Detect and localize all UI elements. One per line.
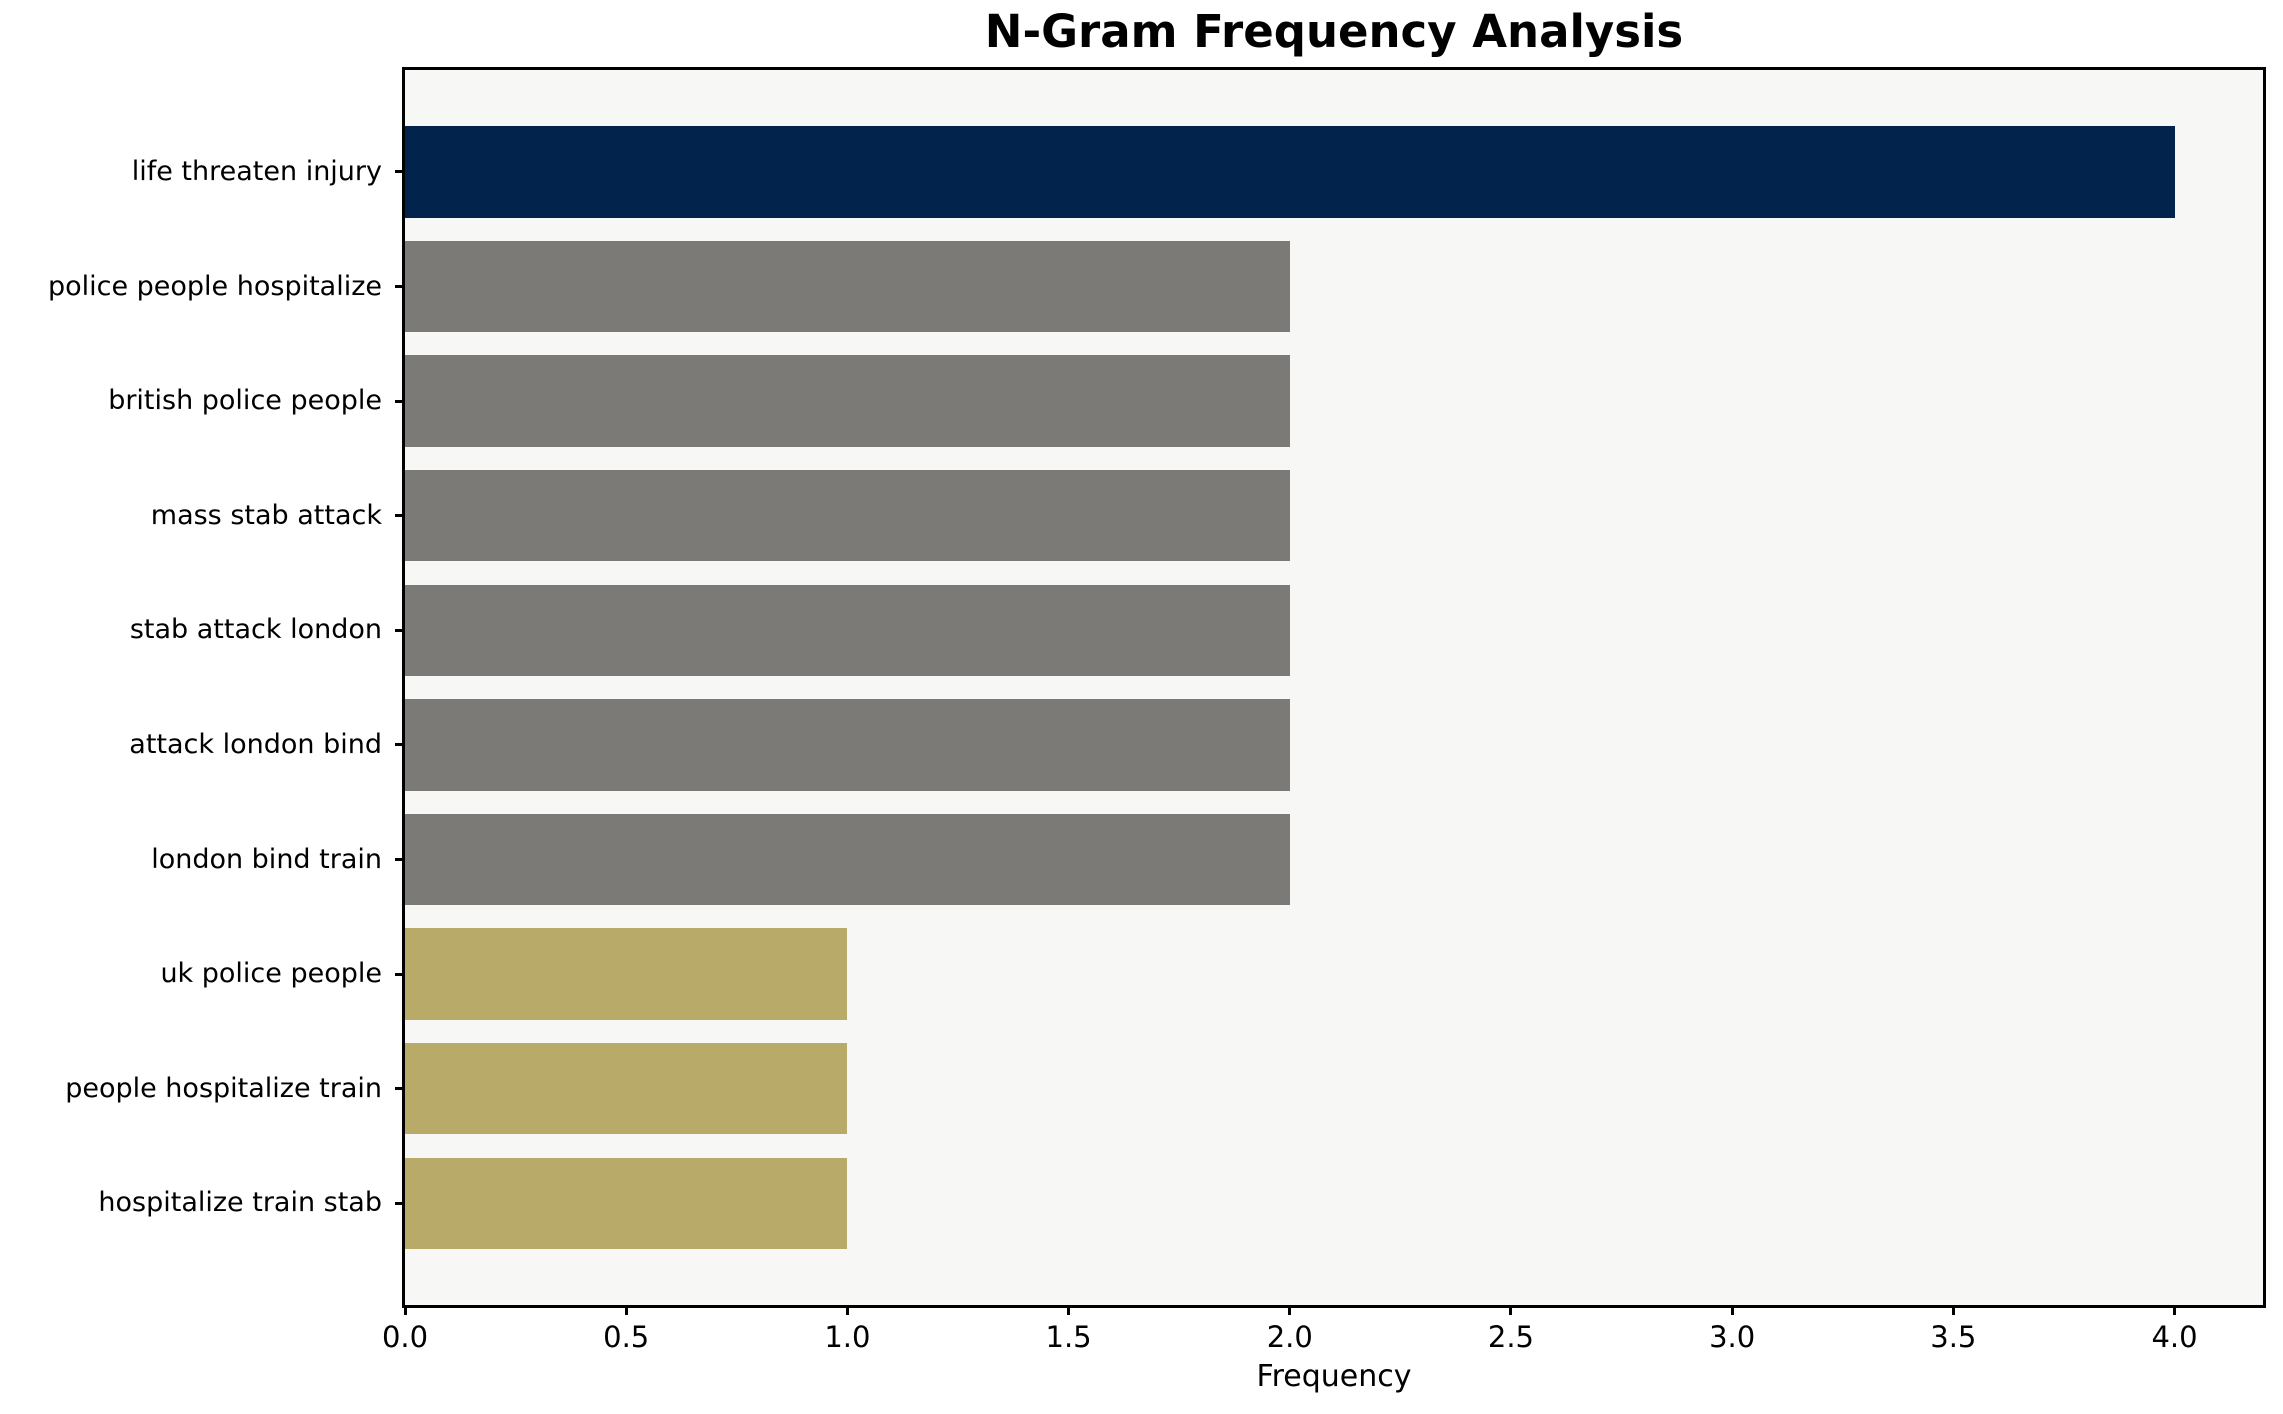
x-tick [2173,1305,2177,1315]
y-tick [395,743,405,747]
category-label: life threaten injury [131,155,382,187]
y-tick [395,628,405,632]
bar [405,240,1290,333]
x-tick-label: 2.5 [1487,1320,1534,1354]
y-tick [395,170,405,174]
x-tick [1951,1305,1955,1315]
x-tick [1288,1305,1292,1315]
x-tick-label: 3.5 [1930,1320,1977,1354]
bar [405,469,1290,562]
chart-title: N-Gram Frequency Analysis [984,5,1684,58]
category-label: london bind train [151,843,382,875]
bar [405,1157,848,1250]
x-tick [1730,1305,1734,1315]
x-axis-label: Frequency [1256,1359,1412,1394]
bar [405,928,848,1020]
x-tick-label: 0.5 [603,1320,650,1354]
category-label: attack london bind [129,728,382,760]
x-tick [845,1305,849,1315]
x-tick-label: 3.0 [1709,1320,1756,1354]
category-label: mass stab attack [150,499,382,531]
x-tick [624,1305,628,1315]
category-label: police people hospitalize [47,270,382,302]
bar [405,699,1290,791]
y-tick [395,972,405,976]
y-tick [395,858,405,861]
x-tick-label: 1.5 [1045,1320,1092,1354]
x-tick-label: 2.0 [1266,1320,1313,1354]
x-tick [1509,1305,1513,1315]
y-tick [395,1201,405,1205]
x-tick [1067,1305,1071,1315]
x-tick-label: 4.0 [2151,1320,2198,1354]
bar [405,584,1290,677]
bar [405,1042,848,1135]
plot-area [402,67,2266,1308]
category-label: hospitalize train stab [98,1187,382,1219]
bar [405,355,1290,447]
y-tick [395,399,405,403]
category-label: uk police people [160,958,382,990]
y-tick [395,1087,405,1091]
bar [405,126,2175,218]
category-label: people hospitalize train [65,1072,382,1104]
x-tick-label: 0.0 [381,1320,429,1354]
x-tick [403,1305,407,1315]
category-label: stab attack london [129,614,382,646]
bar [405,813,1290,906]
category-label: british police people [108,385,382,417]
x-tick-label: 1.0 [824,1320,871,1354]
y-tick [395,285,405,288]
y-tick [395,514,405,518]
